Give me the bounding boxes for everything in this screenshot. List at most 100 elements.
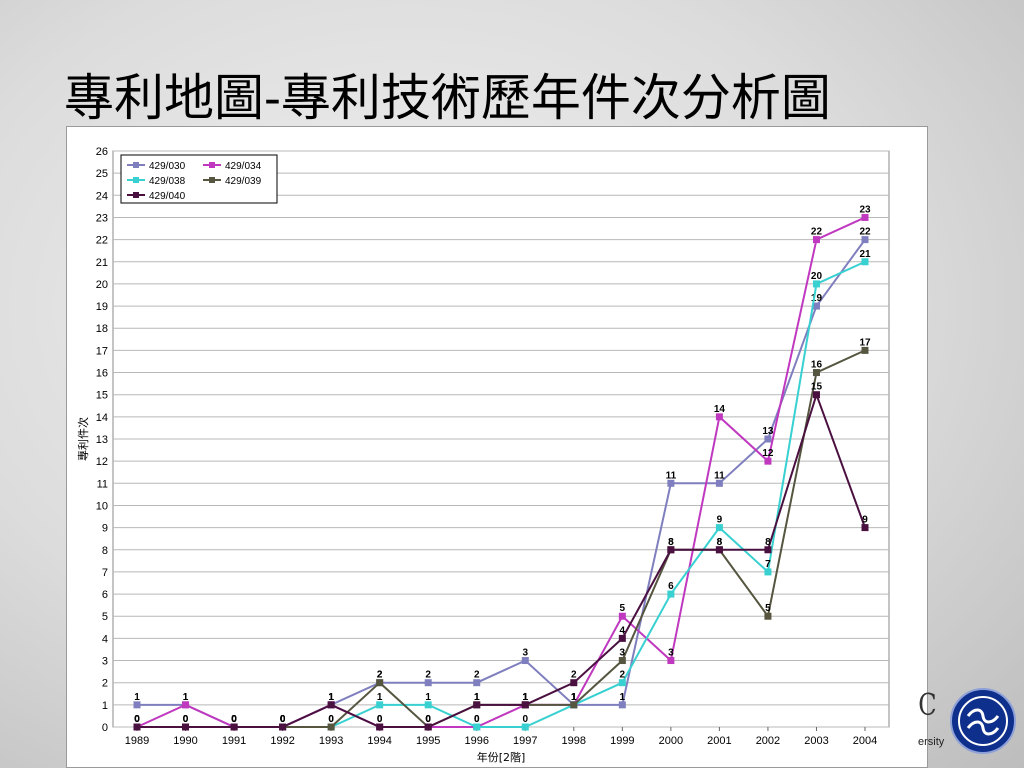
x-tick-label: 2002 bbox=[756, 735, 780, 747]
data-label: 1 bbox=[571, 692, 577, 703]
legend-label: 429/040 bbox=[149, 191, 186, 202]
data-point bbox=[667, 590, 675, 598]
y-tick-label: 1 bbox=[102, 700, 108, 712]
data-point bbox=[764, 612, 772, 620]
data-label: 5 bbox=[765, 603, 771, 614]
data-point bbox=[812, 391, 820, 399]
x-tick-label: 2001 bbox=[707, 735, 731, 747]
data-label: 0 bbox=[231, 714, 237, 725]
data-label: 0 bbox=[231, 714, 237, 725]
y-tick-label: 22 bbox=[96, 235, 108, 247]
legend-marker bbox=[133, 177, 139, 183]
data-label: 2 bbox=[377, 670, 383, 681]
data-point bbox=[570, 679, 578, 687]
data-point bbox=[182, 723, 190, 731]
data-point bbox=[667, 657, 675, 665]
data-label: 22 bbox=[811, 227, 823, 238]
y-tick-label: 20 bbox=[96, 279, 108, 291]
data-point bbox=[521, 723, 529, 731]
data-point bbox=[764, 435, 772, 443]
y-tick-label: 6 bbox=[102, 589, 108, 601]
data-point bbox=[764, 546, 772, 554]
data-point bbox=[521, 657, 529, 665]
data-point bbox=[618, 612, 626, 620]
data-label: 4 bbox=[620, 625, 626, 636]
data-label: 0 bbox=[134, 714, 140, 725]
data-label: 3 bbox=[668, 648, 674, 659]
data-point bbox=[473, 701, 481, 709]
data-label: 8 bbox=[765, 537, 771, 548]
data-point bbox=[618, 634, 626, 642]
y-tick-label: 14 bbox=[96, 412, 108, 424]
data-label: 0 bbox=[183, 714, 189, 725]
data-point bbox=[861, 236, 869, 244]
legend-label: 429/038 bbox=[149, 176, 186, 187]
data-label: 0 bbox=[280, 714, 286, 725]
data-label: 16 bbox=[811, 360, 823, 371]
data-label: 2 bbox=[474, 670, 480, 681]
data-label: 1 bbox=[522, 692, 528, 703]
data-label: 8 bbox=[668, 537, 674, 548]
x-tick-label: 1993 bbox=[319, 735, 343, 747]
chart-panel: 0 1 2 3 4 5 6 7 8 9 10 11 12 13 14 15 16 17 18 19 20 21 22 23 24… bbox=[66, 126, 928, 768]
x-tick-label: 1996 bbox=[464, 735, 488, 747]
data-label: 22 bbox=[859, 227, 871, 238]
data-point bbox=[521, 701, 529, 709]
data-point bbox=[812, 280, 820, 288]
y-tick-label: 18 bbox=[96, 323, 108, 335]
data-label: 0 bbox=[280, 714, 286, 725]
x-tick-label: 1998 bbox=[562, 735, 586, 747]
data-label: 1 bbox=[377, 692, 383, 703]
data-label: 2 bbox=[377, 670, 383, 681]
data-label: 1 bbox=[474, 692, 480, 703]
data-point bbox=[861, 524, 869, 532]
data-label: 0 bbox=[474, 714, 480, 725]
x-tick-label: 1994 bbox=[367, 735, 391, 747]
data-point bbox=[667, 479, 675, 487]
data-point bbox=[618, 679, 626, 687]
data-label: 0 bbox=[328, 714, 334, 725]
y-tick-label: 9 bbox=[102, 523, 108, 535]
data-point bbox=[327, 723, 335, 731]
patent-trend-chart: 0123456789101112131415161718192021222324… bbox=[76, 146, 890, 764]
data-label: 1 bbox=[474, 692, 480, 703]
data-label: 0 bbox=[522, 714, 528, 725]
data-point bbox=[715, 479, 723, 487]
y-tick-label: 4 bbox=[102, 633, 108, 645]
logo-text: C bbox=[918, 688, 937, 723]
data-point bbox=[764, 457, 772, 465]
data-point bbox=[279, 723, 287, 731]
data-point bbox=[230, 723, 238, 731]
x-tick-label: 2000 bbox=[659, 735, 683, 747]
x-tick-label: 1997 bbox=[513, 735, 537, 747]
data-label: 9 bbox=[862, 515, 868, 526]
y-tick-label: 8 bbox=[102, 545, 108, 557]
legend-marker bbox=[209, 162, 215, 168]
data-label: 19 bbox=[811, 293, 823, 304]
data-point bbox=[715, 546, 723, 554]
data-point bbox=[618, 701, 626, 709]
x-axis-label: 年份[2階] bbox=[477, 750, 526, 764]
data-point bbox=[376, 679, 384, 687]
data-label: 5 bbox=[620, 603, 626, 614]
x-tick-label: 1999 bbox=[610, 735, 634, 747]
y-tick-label: 0 bbox=[102, 722, 108, 734]
data-label: 1 bbox=[183, 692, 189, 703]
data-label: 1 bbox=[425, 692, 431, 703]
data-point bbox=[424, 701, 432, 709]
data-label: 0 bbox=[328, 714, 334, 725]
legend-marker bbox=[209, 177, 215, 183]
university-seal-icon bbox=[950, 688, 1016, 754]
data-point bbox=[715, 524, 723, 532]
data-label: 11 bbox=[714, 470, 725, 481]
y-tick-label: 24 bbox=[96, 190, 108, 202]
data-point bbox=[473, 679, 481, 687]
legend-label: 429/034 bbox=[225, 161, 262, 172]
data-label: 1 bbox=[134, 692, 140, 703]
data-label: 0 bbox=[231, 714, 237, 725]
y-tick-label: 26 bbox=[96, 146, 108, 158]
data-label: 3 bbox=[620, 648, 626, 659]
data-label: 6 bbox=[668, 581, 674, 592]
y-tick-label: 19 bbox=[96, 301, 108, 313]
data-point bbox=[715, 413, 723, 421]
